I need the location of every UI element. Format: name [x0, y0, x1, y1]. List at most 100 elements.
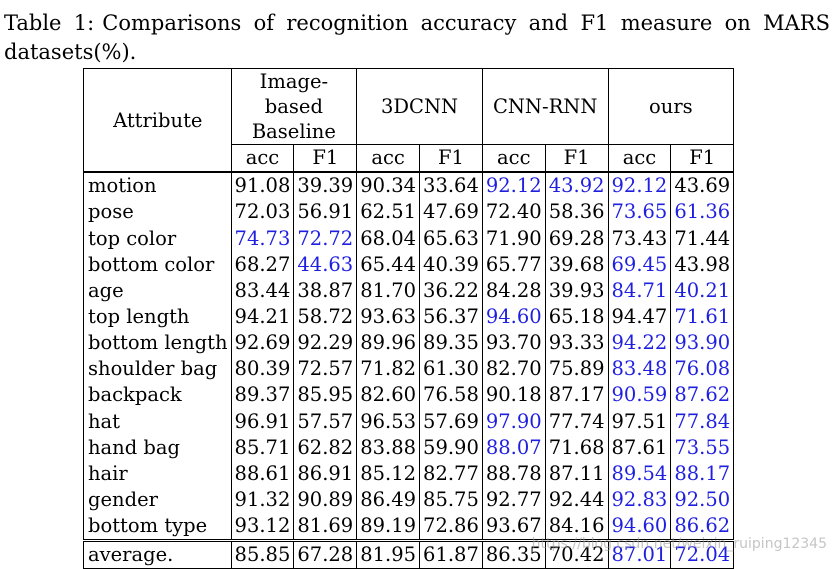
value-cell: 96.91	[230, 408, 295, 435]
value-cell: 73.43	[607, 225, 672, 252]
value-cell: 62.82	[293, 434, 358, 461]
value-cell: 74.73	[230, 225, 295, 252]
value-cell: 88.07	[481, 434, 546, 461]
value-cell: 84.71	[607, 277, 672, 304]
attribute-cell: top length	[83, 303, 232, 330]
value-cell: 93.63	[356, 303, 421, 330]
attribute-cell: motion	[83, 170, 232, 200]
caption-text: Comparisons of recognition accuracy and …	[4, 11, 830, 64]
table-row: pose 72.03 56.91 62.51 47.69 72.40 58.36 73.65 6…	[83, 199, 735, 226]
value-cell: 65.44	[356, 251, 421, 278]
table-label: Table 1:	[4, 11, 95, 35]
value-cell: 69.28	[544, 225, 609, 252]
value-cell: 93.12	[230, 512, 295, 541]
value-cell: 39.93	[544, 277, 609, 304]
value-cell: 83.44	[230, 277, 295, 304]
attribute-cell: pose	[83, 199, 232, 226]
value-cell: 90.34	[356, 170, 421, 200]
value-cell: 92.69	[230, 329, 295, 356]
method-header-ours: ours	[607, 68, 735, 145]
attribute-cell: bottom length	[83, 329, 232, 356]
table-row: backpack 89.37 85.95 82.60 76.58 90.18 87.17 90…	[83, 382, 735, 409]
value-cell: 57.69	[419, 408, 483, 435]
value-cell: 92.77	[481, 486, 546, 513]
table-row: hat 96.91 57.57 96.53 57.69 97.90 77.74 97.51 77…	[83, 408, 735, 435]
method-header-image-baseline: Image-based Baseline	[230, 68, 358, 145]
subheader-f1-5: F1	[544, 144, 609, 173]
value-cell: 87.11	[544, 460, 609, 487]
value-cell: 56.91	[293, 199, 358, 226]
value-cell: 73.55	[670, 434, 735, 461]
value-cell: 62.51	[356, 199, 421, 226]
value-cell: 61.36	[670, 199, 735, 226]
value-cell: 77.84	[670, 408, 735, 435]
value-cell: 92.44	[544, 486, 609, 513]
value-cell: 82.70	[481, 355, 546, 383]
value-cell: 94.22	[607, 329, 672, 356]
value-cell: 57.57	[293, 408, 358, 435]
table-caption: Table 1: Comparisons of recognition accur…	[4, 9, 830, 67]
value-cell: 36.22	[419, 277, 483, 304]
subheader-acc-6: acc	[607, 144, 672, 173]
value-cell: 39.68	[544, 251, 609, 278]
value-cell: 68.27	[230, 251, 295, 278]
value-cell: 94.47	[607, 303, 672, 330]
table-row: hair 88.61 86.91 85.12 82.77 88.78 87.11 89.54 8…	[83, 460, 735, 487]
value-cell: 38.87	[293, 277, 358, 304]
table-row: top color 74.73 72.72 68.04 65.63 71.90 69.28 7…	[83, 225, 735, 252]
value-cell: 75.89	[544, 355, 609, 383]
value-cell: 40.21	[670, 277, 735, 304]
value-cell: 85.85	[230, 538, 295, 569]
value-cell: 88.78	[481, 460, 546, 487]
value-cell: 82.77	[419, 460, 483, 487]
value-cell: 72.72	[293, 225, 358, 252]
value-cell: 89.35	[419, 329, 483, 356]
attribute-cell: age	[83, 277, 232, 304]
subheader-f1-3: F1	[419, 144, 483, 173]
value-cell: 91.32	[230, 486, 295, 513]
value-cell: 72.03	[230, 199, 295, 226]
value-cell: 65.77	[481, 251, 546, 278]
value-cell: 43.98	[670, 251, 735, 278]
value-cell: 91.08	[230, 170, 295, 200]
value-cell: 85.71	[230, 434, 295, 461]
value-cell: 72.40	[481, 199, 546, 226]
value-cell: 92.12	[481, 170, 546, 200]
value-cell: 81.70	[356, 277, 421, 304]
value-cell: 56.37	[419, 303, 483, 330]
table-row: gender 91.32 90.89 86.49 85.75 92.77 92.44 92.8…	[83, 486, 735, 513]
value-cell: 33.64	[419, 170, 483, 200]
attribute-cell: bottom type	[83, 512, 232, 541]
value-cell: 81.95	[356, 538, 421, 569]
value-cell: 85.95	[293, 382, 358, 409]
value-cell: 71.44	[670, 225, 735, 252]
value-cell: 65.63	[419, 225, 483, 252]
attribute-cell: average.	[83, 538, 232, 569]
value-cell: 94.60	[481, 303, 546, 330]
value-cell: 43.69	[670, 170, 735, 200]
value-cell: 87.17	[544, 382, 609, 409]
method-header-3dcnn: 3DCNN	[356, 68, 483, 145]
subheader-acc-0: acc	[230, 144, 295, 173]
value-cell: 87.61	[607, 434, 672, 461]
value-cell: 72.57	[293, 355, 358, 383]
subheader-f1-1: F1	[293, 144, 358, 173]
subheader-f1-7: F1	[670, 144, 735, 173]
value-cell: 83.88	[356, 434, 421, 461]
value-cell: 61.30	[419, 355, 483, 383]
attribute-cell: hat	[83, 408, 232, 435]
value-cell: 39.39	[293, 170, 358, 200]
value-cell: 85.12	[356, 460, 421, 487]
table-row: top length 94.21 58.72 93.63 56.37 94.60 65.18…	[83, 303, 735, 330]
value-cell: 81.69	[293, 512, 358, 541]
table-row: bottom type 93.12 81.69 89.19 72.86 93.67 84.1…	[83, 512, 735, 541]
attribute-cell: backpack	[83, 382, 232, 409]
subheader-acc-4: acc	[481, 144, 546, 173]
value-cell: 89.37	[230, 382, 295, 409]
value-cell: 47.69	[419, 199, 483, 226]
value-cell: 67.28	[293, 538, 358, 569]
value-cell: 93.70	[481, 329, 546, 356]
value-cell: 80.39	[230, 355, 295, 383]
value-cell: 76.08	[670, 355, 735, 383]
value-cell: 84.16	[544, 512, 609, 541]
